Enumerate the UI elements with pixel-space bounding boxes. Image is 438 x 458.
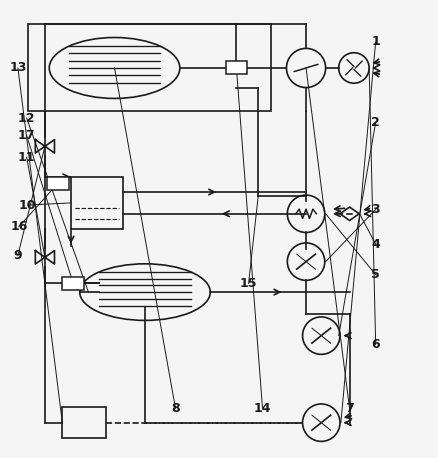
Text: 8: 8 [171,402,180,415]
Text: 2: 2 [371,116,380,129]
Text: 7: 7 [345,402,354,415]
Text: 17: 17 [18,129,35,142]
Text: 10: 10 [19,199,36,212]
Bar [62,408,106,438]
Text: 6: 6 [371,338,380,351]
Text: 9: 9 [14,249,22,262]
Text: 5: 5 [371,268,380,281]
Text: 14: 14 [254,402,271,415]
Bar [71,177,123,229]
Bar [226,61,247,75]
Text: 13: 13 [9,61,27,75]
Text: 3: 3 [371,203,380,216]
Text: 16: 16 [10,220,28,233]
Bar [62,277,84,290]
Bar [47,177,69,190]
Text: 15: 15 [240,277,258,290]
Text: 12: 12 [18,111,35,125]
Text: 11: 11 [18,151,35,164]
Text: 4: 4 [371,238,380,251]
Bar [28,24,271,111]
Text: 1: 1 [371,35,380,49]
